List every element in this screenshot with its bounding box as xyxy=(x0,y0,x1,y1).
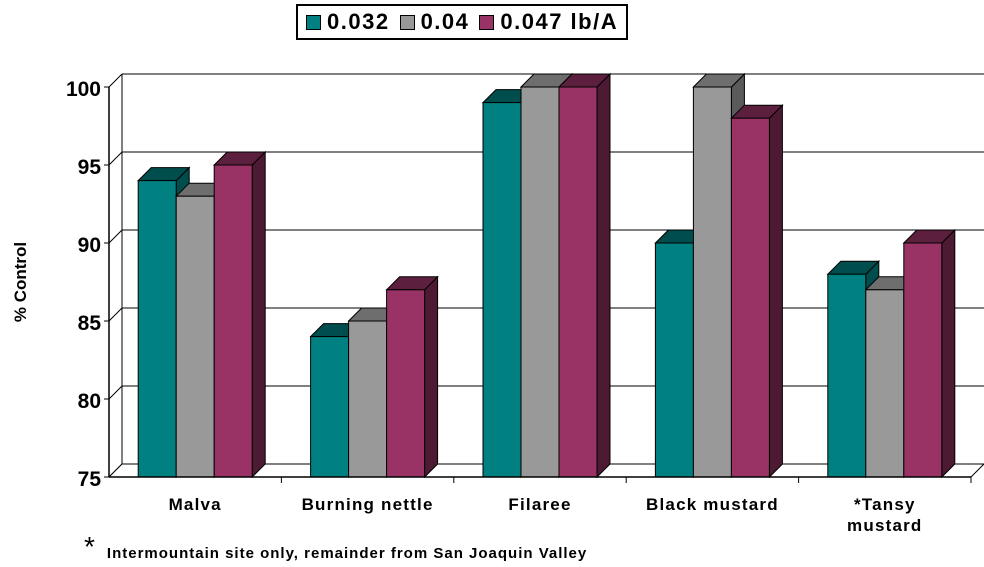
bar-front xyxy=(213,164,253,478)
bar xyxy=(730,103,784,479)
bar-front xyxy=(730,117,770,478)
legend-swatch xyxy=(479,14,495,30)
y-tick-label: 100 xyxy=(66,78,101,101)
legend-label: 0.047 lb/A xyxy=(500,9,619,34)
grid-depth-line xyxy=(108,385,123,400)
x-tick-label: *Tansy xyxy=(854,495,916,514)
bar-front xyxy=(175,195,215,478)
legend-swatch xyxy=(306,14,321,30)
bars xyxy=(136,72,957,479)
y-tick-label: 85 xyxy=(78,312,102,335)
legend-item: 0.04 xyxy=(399,9,470,35)
x-tick-label: Burning nettle xyxy=(302,495,434,514)
bar-side xyxy=(768,103,783,479)
bar xyxy=(557,72,612,479)
bar-side xyxy=(424,275,439,479)
bar-side xyxy=(251,150,266,479)
bar-front xyxy=(827,273,867,478)
axes: 75 80 85 90 95 100 Malva Burning nettle Filaree B… xyxy=(66,78,972,535)
legend-swatch xyxy=(399,14,415,30)
bar-front xyxy=(348,320,388,478)
bar-front xyxy=(654,242,694,478)
footnote-text: Intermountain site only, remainder from … xyxy=(106,545,588,562)
bar xyxy=(385,275,439,479)
x-tick-label: Malva xyxy=(169,495,222,514)
bar-front xyxy=(903,242,943,478)
bar-front xyxy=(137,180,177,478)
grid-depth-line xyxy=(108,73,123,88)
y-tick-label: 95 xyxy=(78,156,102,179)
bar-side xyxy=(596,72,611,479)
legend-item: 0.032 xyxy=(306,9,390,35)
x-tick-label: Filaree xyxy=(508,495,571,514)
legend-item: 0.047 lb/A xyxy=(479,9,618,35)
y-tick-label: 80 xyxy=(78,390,101,413)
grid-depth-line xyxy=(108,229,123,244)
x-tick-label: mustard xyxy=(847,516,922,535)
grid-depth-line xyxy=(108,151,123,166)
bar-front xyxy=(865,289,905,478)
y-tick-label: 75 xyxy=(78,468,102,491)
bar-front xyxy=(692,86,732,478)
bar xyxy=(212,150,267,479)
y-tick-label: 90 xyxy=(78,234,101,257)
bar-front xyxy=(558,86,598,478)
legend-label: 0.032 xyxy=(327,9,390,34)
x-tick-label: Black mustard xyxy=(646,495,779,514)
bar-front xyxy=(386,289,426,478)
bar-front xyxy=(310,336,350,478)
bar xyxy=(902,228,957,479)
bar-front xyxy=(520,86,560,478)
footnote: * Intermountain site only, remainder fro… xyxy=(84,531,588,563)
legend-label: 0.04 xyxy=(420,9,470,34)
grid-depth-line xyxy=(108,307,123,322)
legend: 0.032 0.04 0.047 lb/A xyxy=(296,4,629,40)
y-axis-label: % Control xyxy=(11,242,30,322)
bar-side xyxy=(941,228,956,479)
bar-front xyxy=(482,102,522,478)
footnote-asterisk: * xyxy=(84,531,95,562)
